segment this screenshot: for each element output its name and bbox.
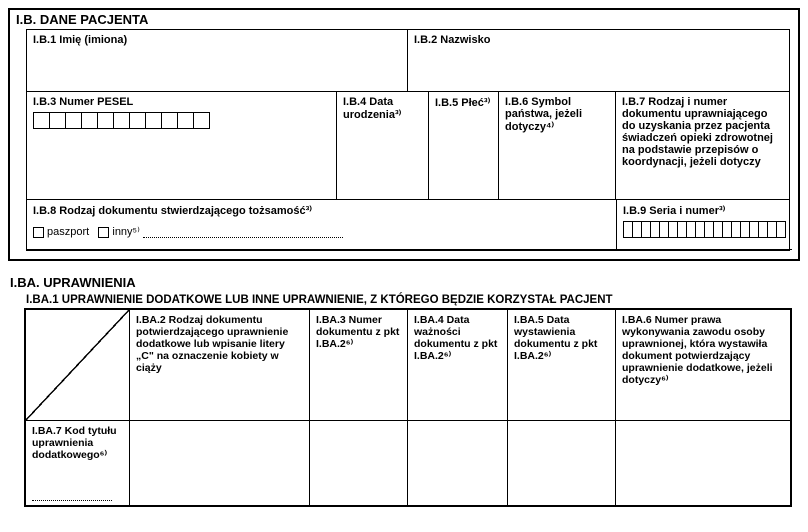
- label-b4: I.B.4 Data urodzenia³⁾: [343, 96, 401, 121]
- cell-ba5-val[interactable]: [508, 420, 616, 505]
- label-b6: I.B.6 Symbol państwa, jeżeli dotyczy⁴⁾: [505, 96, 582, 133]
- field-b9: I.B.9 Seria i numer³⁾: [617, 200, 792, 250]
- field-b1: I.B.1 Imię (imiona): [27, 30, 408, 92]
- section-iba-subtitle: I.BA.1 UPRAWNIENIE DODATKOWE LUB INNE UP…: [8, 292, 800, 308]
- field-b7: I.B.7 Rodzaj i numer dokumentu uprawniaj…: [616, 92, 789, 200]
- checkbox-inny[interactable]: [98, 227, 109, 238]
- seria-boxes[interactable]: [623, 221, 786, 238]
- field-b5: I.B.5 Płeć³⁾: [429, 92, 499, 200]
- section-ib-title: I.B. DANE PACJENTA: [10, 10, 798, 29]
- table-iba: I.BA.2 Rodzaj dokumentu potwierdzającego…: [24, 308, 792, 507]
- label-b8: I.B.8 Rodzaj dokumentu stwierdzającego t…: [33, 205, 312, 217]
- cell-ba4-val[interactable]: [408, 420, 508, 505]
- label-b5: I.B.5 Płeć³⁾: [435, 97, 490, 109]
- inny-dotline[interactable]: [143, 228, 343, 238]
- field-b6: I.B.6 Symbol państwa, jeżeli dotyczy⁴⁾: [499, 92, 616, 200]
- table-iba-header-row: I.BA.2 Rodzaj dokumentu potwierdzającego…: [26, 310, 790, 420]
- row-b3-b7: I.B.3 Numer PESEL I.B.4 Data urodzenia³⁾…: [26, 92, 790, 200]
- row-b1-b2: I.B.1 Imię (imiona) I.B.2 Nazwisko: [26, 29, 790, 92]
- header-ba3: I.BA.3 Numer dokumentu z pkt I.BA.2⁶⁾: [310, 310, 408, 420]
- pesel-boxes[interactable]: [33, 112, 330, 129]
- header-ba6: I.BA.6 Numer prawa wykonywania zawodu os…: [616, 310, 790, 420]
- b8-options: paszport inny⁵⁾: [33, 225, 610, 238]
- section-ib-dane-pacjenta: I.B. DANE PACJENTA I.B.1 Imię (imiona) I…: [8, 8, 800, 261]
- ba7-dotline[interactable]: [32, 491, 112, 501]
- label-ba7: I.BA.7 Kod tytułu uprawnienia dodatkoweg…: [32, 425, 117, 461]
- section-iba-title: I.BA. UPRAWNIENIA: [8, 273, 800, 292]
- cell-ba3-val[interactable]: [310, 420, 408, 505]
- field-b4: I.B.4 Data urodzenia³⁾: [337, 92, 429, 200]
- field-b8: I.B.8 Rodzaj dokumentu stwierdzającego t…: [27, 200, 617, 250]
- label-paszport: paszport: [47, 226, 89, 238]
- field-b3: I.B.3 Numer PESEL: [27, 92, 337, 200]
- field-b2: I.B.2 Nazwisko: [408, 30, 789, 92]
- cell-ba6-val[interactable]: [616, 420, 790, 505]
- cell-ba7: I.BA.7 Kod tytułu uprawnienia dodatkoweg…: [26, 420, 130, 505]
- label-b3: I.B.3 Numer PESEL: [33, 96, 133, 108]
- checkbox-paszport[interactable]: [33, 227, 44, 238]
- label-b1: I.B.1 Imię (imiona): [33, 34, 127, 46]
- label-b2: I.B.2 Nazwisko: [414, 34, 490, 46]
- header-ba5: I.BA.5 Data wystawienia dokumentu z pkt …: [508, 310, 616, 420]
- section-ib-body: I.B.1 Imię (imiona) I.B.2 Nazwisko I.B.3…: [10, 29, 798, 251]
- table-iba-body-row: I.BA.7 Kod tytułu uprawnienia dodatkoweg…: [26, 420, 790, 505]
- cell-ba2-val[interactable]: [130, 420, 310, 505]
- label-b7: I.B.7 Rodzaj i numer dokumentu uprawniaj…: [622, 96, 773, 168]
- header-ba4: I.BA.4 Data ważności dokumentu z pkt I.B…: [408, 310, 508, 420]
- label-b9: I.B.9 Seria i numer³⁾: [623, 205, 725, 217]
- section-iba-uprawnienia: I.BA. UPRAWNIENIA I.BA.1 UPRAWNIENIE DOD…: [8, 273, 800, 507]
- header-ba2: I.BA.2 Rodzaj dokumentu potwierdzającego…: [130, 310, 310, 420]
- label-inny: inny⁵⁾: [112, 226, 139, 238]
- row-b8-b9: I.B.8 Rodzaj dokumentu stwierdzającego t…: [26, 200, 790, 251]
- cell-diag-top: [26, 310, 130, 420]
